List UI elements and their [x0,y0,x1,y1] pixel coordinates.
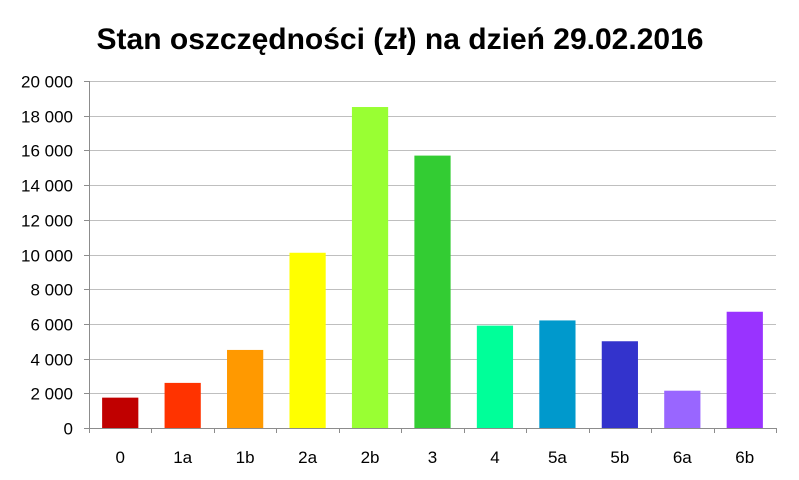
x-tick-label: 3 [428,448,437,467]
y-tick-label: 18 000 [21,108,73,127]
y-tick-label: 20 000 [21,73,73,92]
y-tick-label: 14 000 [21,177,73,196]
bar-1b [227,349,264,428]
chart-title: Stan oszczędności (zł) na dzień 29.02.20… [97,23,704,56]
y-tick-label: 6 000 [30,316,73,335]
y-tick-label: 8 000 [30,281,73,300]
bar-1a [164,382,201,428]
y-tick-label: 12 000 [21,212,73,231]
x-tick-label: 4 [490,448,499,467]
bar-2a [289,252,326,428]
bar-5b [601,341,638,428]
x-tick-label: 6b [735,448,754,467]
x-tick-label: 6a [673,448,692,467]
y-axis-tick-labels: 0 2 000 4 000 6 000 8 000 10 000 12 000 14 000 1… [21,73,73,439]
x-tick-label: 2a [298,448,317,467]
bar-2b [351,107,389,429]
x-tick-label: 1b [236,448,255,467]
y-tick-label: 4 000 [30,351,73,370]
bar-4 [476,325,514,428]
bar-6b [726,311,763,428]
y-tick-label: 10 000 [21,247,73,266]
y-tick-label: 2 000 [30,385,73,404]
axes [84,81,777,433]
bar-5a [539,320,576,428]
bar-0 [102,397,139,428]
x-tick-label: 2b [361,448,380,467]
x-tick-label: 5a [548,448,567,467]
bar-6a [664,390,701,428]
y-tick-label: 0 [64,420,73,439]
x-tick-label: 0 [115,448,124,467]
bar-3 [414,155,451,428]
x-tick-label: 5b [610,448,629,467]
x-axis-tick-labels: 0 1a 1b 2a 2b 3 4 5a 5b 6a 6b [115,448,754,467]
x-tick-label: 1a [173,448,192,467]
y-tick-label: 16 000 [21,142,73,161]
bars [102,107,763,429]
